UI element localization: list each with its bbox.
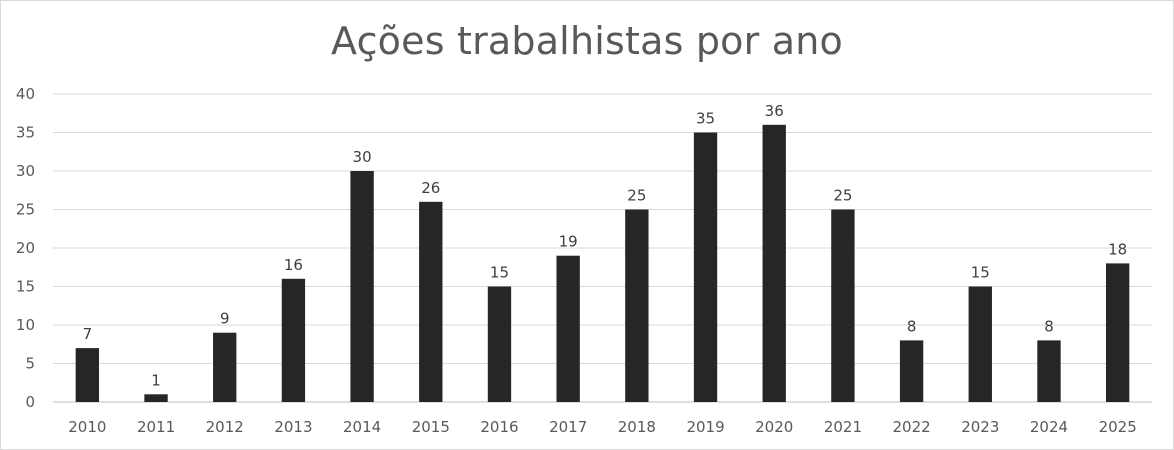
- x-tick-label: 2020: [755, 418, 793, 436]
- x-tick-label: 2012: [206, 418, 244, 436]
- data-label: 7: [83, 325, 93, 343]
- bar: [556, 255, 580, 402]
- data-label: 25: [833, 187, 852, 205]
- data-label: 8: [907, 317, 917, 335]
- x-tick-label: 2013: [274, 418, 312, 436]
- y-tick-label: 20: [16, 239, 35, 257]
- y-tick-label: 10: [16, 316, 35, 334]
- data-label: 19: [559, 233, 578, 251]
- x-tick-label: 2022: [893, 418, 931, 436]
- x-tick-label: 2010: [68, 418, 106, 436]
- data-label: 18: [1108, 240, 1127, 258]
- x-tick-label: 2024: [1030, 418, 1068, 436]
- y-tick-label: 40: [16, 85, 35, 103]
- bar: [281, 278, 306, 402]
- y-tick-label: 25: [16, 201, 35, 219]
- x-tick-label: 2015: [412, 418, 450, 436]
- bar: [968, 286, 992, 402]
- x-tick-label: 2021: [824, 418, 862, 436]
- data-label: 9: [220, 310, 230, 328]
- bar: [144, 394, 168, 402]
- y-tick-label: 35: [16, 124, 35, 142]
- x-tick-label: 2017: [549, 418, 587, 436]
- bar: [75, 348, 100, 402]
- data-label: 15: [971, 264, 990, 282]
- data-label: 15: [490, 264, 509, 282]
- x-tick-label: 2014: [343, 418, 381, 436]
- data-label: 36: [765, 102, 784, 120]
- data-label: 25: [627, 187, 646, 205]
- bar: [899, 340, 924, 402]
- data-label: 8: [1044, 317, 1054, 335]
- bar: [762, 124, 786, 403]
- bar: [350, 171, 374, 402]
- y-tick-label: 30: [16, 162, 35, 180]
- bar: [1105, 263, 1130, 402]
- y-tick-label: 5: [25, 355, 35, 373]
- bar: [1037, 340, 1061, 402]
- bar: [831, 209, 855, 402]
- x-tick-label: 2016: [480, 418, 518, 436]
- bar: [419, 201, 443, 402]
- y-tick-label: 15: [16, 278, 35, 296]
- y-tick-label: 0: [25, 393, 35, 411]
- x-tick-label: 2023: [961, 418, 999, 436]
- data-label: 26: [421, 179, 440, 197]
- bar: [625, 209, 649, 402]
- chart-title: Ações trabalhistas por ano: [331, 19, 843, 63]
- x-tick-label: 2025: [1099, 418, 1137, 436]
- x-tick-label: 2018: [618, 418, 656, 436]
- bar: [487, 286, 512, 402]
- data-label: 35: [696, 110, 715, 128]
- data-label: 30: [353, 148, 372, 166]
- data-label: 1: [151, 371, 161, 389]
- data-label: 16: [284, 256, 303, 274]
- x-tick-label: 2019: [686, 418, 724, 436]
- x-tick-label: 2011: [137, 418, 175, 436]
- bar: [213, 332, 237, 402]
- bar: [693, 132, 718, 402]
